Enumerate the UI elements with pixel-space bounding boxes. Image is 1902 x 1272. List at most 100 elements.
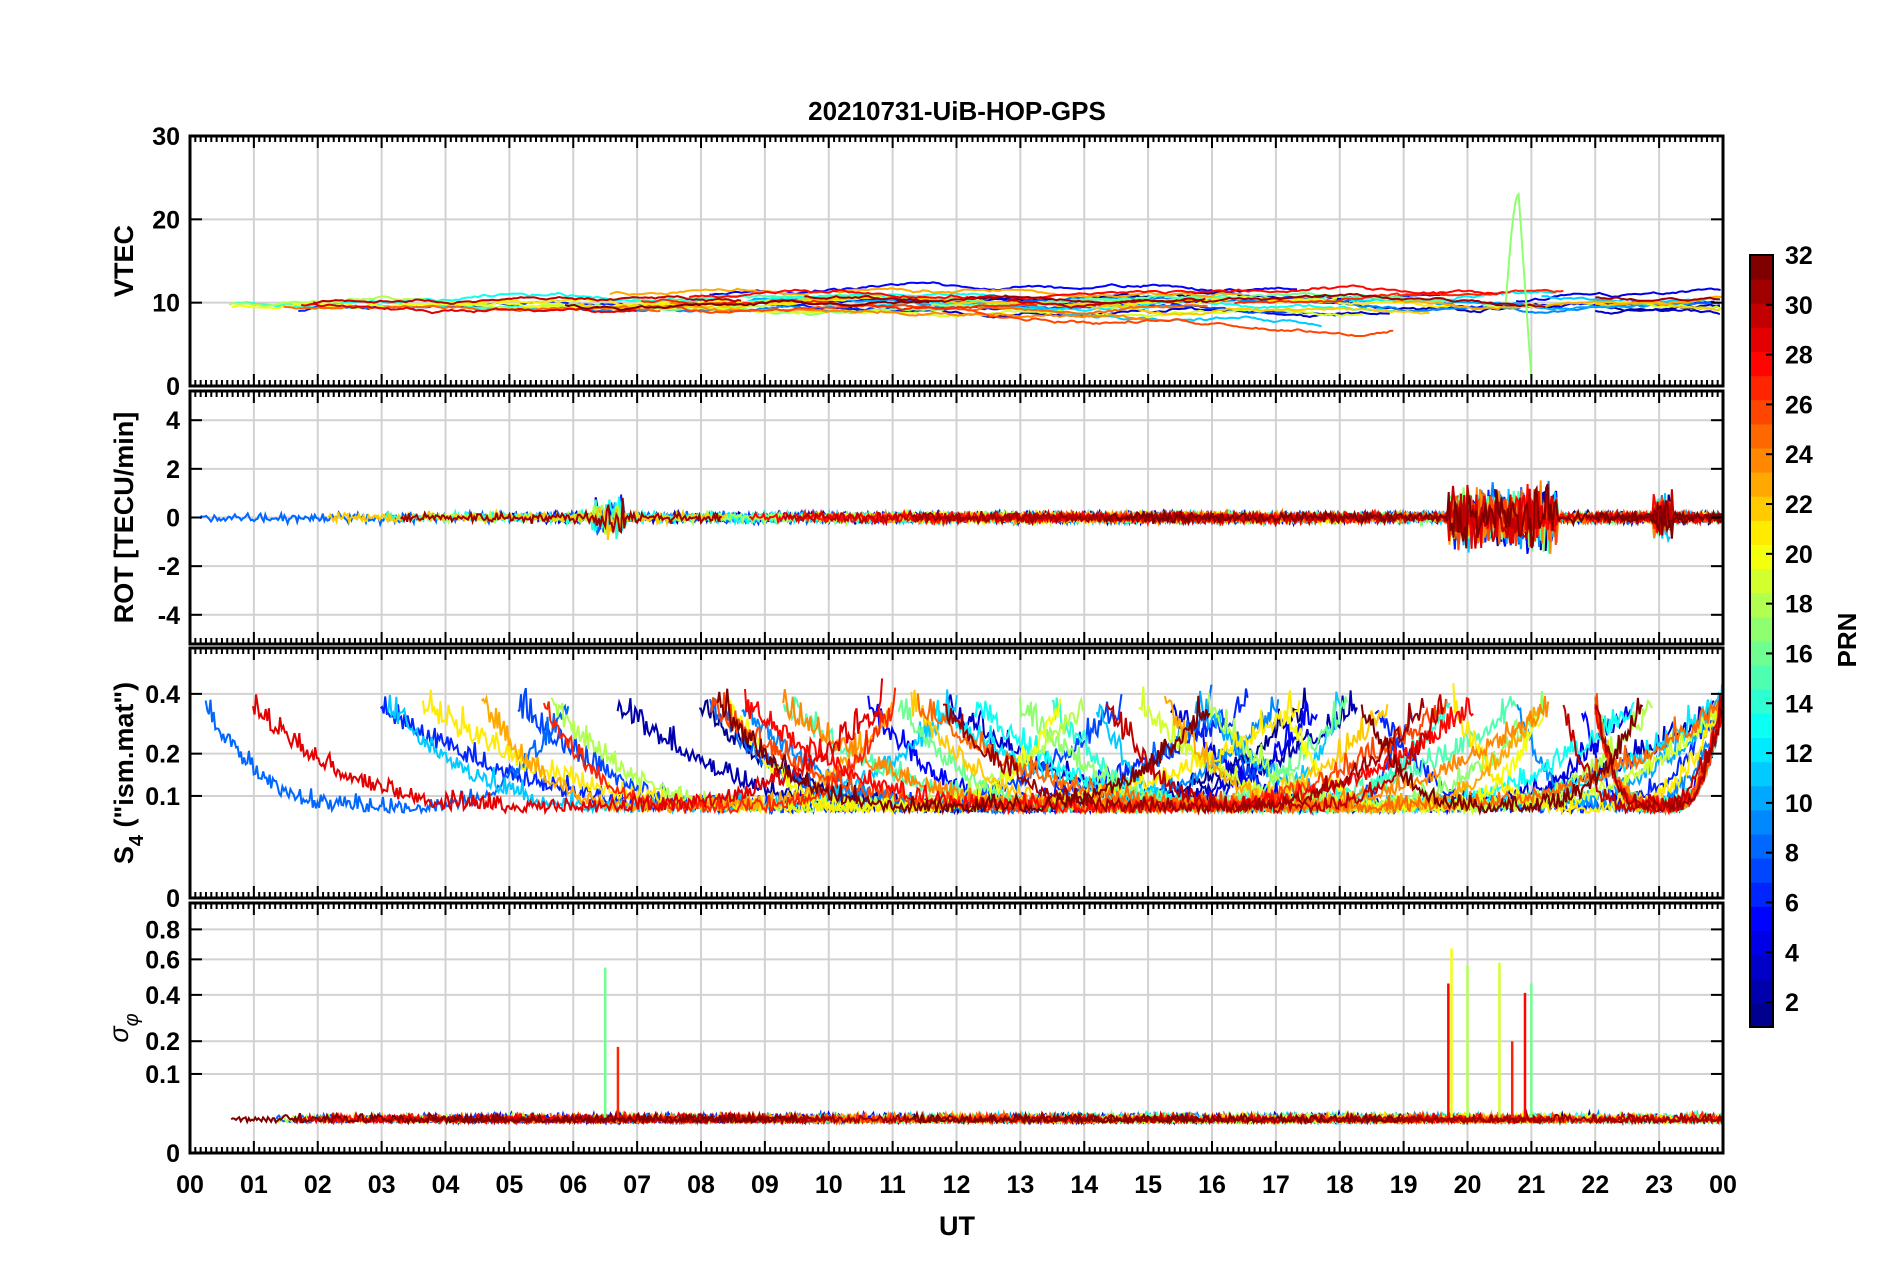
x-tick-label: 11 [879, 1171, 906, 1199]
trace-prn-31 [912, 509, 1226, 527]
y-tick-label: 0 [166, 505, 180, 533]
trace-prn-31 [804, 292, 1546, 309]
trace-prn-16 [1060, 291, 1444, 304]
x-tick-label: 16 [1198, 1171, 1226, 1199]
colorbar-bin [1750, 761, 1773, 787]
panel-vtec: 0 10 20 30 VTEC [109, 123, 1725, 401]
y-tick-label: 0.8 [145, 916, 180, 944]
colorbar-bin [1750, 665, 1773, 690]
y-axis-label-sigma_phi: σφ [104, 1013, 143, 1042]
colorbar-bin [1750, 930, 1773, 956]
colorbar-tick-label: 8 [1785, 840, 1799, 868]
y-tick-label: 0.2 [145, 741, 180, 769]
trace-prn-28 [689, 284, 1504, 301]
x-tick-label: 10 [815, 1171, 843, 1199]
y-tick-label: 0.1 [145, 783, 180, 811]
colorbar-tick-label: 6 [1785, 889, 1799, 917]
colorbar-bin [1750, 737, 1773, 763]
colorbar-label: PRN [1832, 613, 1862, 668]
trace-prn-32 [564, 299, 930, 311]
trace-prn-19 [1483, 300, 1723, 311]
colorbar-tick-label: 24 [1785, 441, 1813, 469]
x-tick-label: 14 [1070, 1171, 1098, 1199]
x-tick-label: 00 [176, 1171, 204, 1199]
colorbar-bin [1750, 834, 1773, 859]
trace-prn-30 [1105, 694, 1445, 816]
colorbar-tick-label: 2 [1785, 989, 1799, 1017]
colorbar-tick-label: 28 [1785, 342, 1813, 370]
x-tick-label: 07 [623, 1171, 651, 1199]
colorbar-bin [1750, 327, 1773, 352]
panel-rot: -4 -2 0 2 4 ROT [TECU/min] [109, 389, 1725, 646]
colorbar-bin [1750, 713, 1773, 738]
colorbar-bin [1750, 496, 1773, 521]
colorbar-bin [1750, 423, 1773, 449]
trace-prn-11 [387, 689, 958, 815]
traces-sigma_phi [230, 948, 1723, 1127]
axes-box-vtec [188, 134, 1725, 388]
colorbar-bin [1750, 255, 1773, 280]
trace-prn-29 [252, 678, 884, 816]
y-tick-label: 2 [166, 456, 180, 484]
colorbar-bin [1750, 858, 1773, 883]
colorbar-bin [1750, 689, 1773, 714]
colorbar-bin [1750, 882, 1773, 907]
colorbar-bin [1750, 641, 1773, 666]
trace-prn-29 [300, 302, 637, 315]
x-axis: 00 01 02 03 04 05 06 07 08 09 10 11 12 13 14 15 16 17 18 19… [176, 1171, 1737, 1199]
trace-prn-31 [1595, 296, 1720, 302]
panel-sigma-phi: 0 0.1 0.2 0.4 0.60.8 σφ [104, 901, 1725, 1168]
y-tick-label: 0.4 [145, 982, 180, 1010]
colorbar-bin [1750, 351, 1773, 377]
x-tick-label: 12 [943, 1171, 971, 1199]
colorbar-bin [1750, 520, 1773, 545]
panel-s4: 0 0.1 0.2 0.4S4 ("ism.mat") [109, 646, 1725, 913]
x-tick-label: 22 [1581, 1171, 1609, 1199]
axes-box-sigma_phi [188, 901, 1725, 1155]
colorbar-tick-label: 18 [1785, 591, 1813, 619]
trace-prn-30 [312, 295, 742, 305]
traces-vtec [228, 191, 1723, 378]
trace-prn-26 [645, 302, 1394, 337]
colorbar-bin [1750, 785, 1773, 811]
y-tick-label: 30 [152, 123, 180, 151]
trace-prn-32 [230, 1110, 799, 1126]
x-tick-label: 19 [1390, 1171, 1418, 1199]
traces-rot [198, 480, 1723, 554]
trace-prn-3 [1595, 308, 1721, 316]
x-tick-label: 21 [1517, 1171, 1545, 1199]
trace-prn-27 [1234, 288, 1564, 305]
y-tick-label: 20 [152, 206, 180, 234]
x-tick-label: 13 [1006, 1171, 1034, 1199]
trace-prn-22 [579, 295, 1430, 316]
x-tick-label: 18 [1326, 1171, 1354, 1199]
x-tick-label: 09 [751, 1171, 779, 1199]
y-axis-label-vtec: VTEC [109, 225, 139, 297]
y-tick-label: 0.1 [145, 1061, 180, 1089]
x-axis-label: UT [939, 1211, 975, 1241]
traces-s4 [204, 678, 1723, 817]
colorbar-bin [1750, 399, 1773, 425]
trace-prn-32 [1594, 504, 1723, 539]
x-tick-label: 01 [240, 1171, 268, 1199]
trace-prn-30 [1562, 694, 1723, 815]
trace-prn-27 [542, 687, 897, 815]
trace-prn-23 [1163, 695, 1540, 817]
colorbar-bin [1750, 906, 1773, 931]
y-tick-label: 10 [152, 290, 180, 318]
y-tick-label: 0.2 [145, 1028, 180, 1056]
trace-prn-23 [609, 287, 1243, 299]
trace-prn-23 [1392, 295, 1722, 311]
colorbar-bin [1750, 978, 1773, 1004]
colorbar-bin [1750, 568, 1773, 594]
trace-prn-28 [744, 688, 1474, 816]
colorbar-bin [1750, 1002, 1773, 1028]
trace-prn-32 [716, 688, 1211, 816]
colorbar-tick-label: 10 [1785, 790, 1813, 818]
colorbar-bin [1750, 809, 1773, 835]
trace-prn-31 [400, 497, 722, 535]
x-tick-label: 02 [304, 1171, 332, 1199]
trace-prn-24 [669, 301, 1169, 322]
axes-box-s4 [188, 646, 1725, 900]
